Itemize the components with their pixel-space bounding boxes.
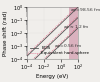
Text: $a_{rp}$=98.56 fm: $a_{rp}$=98.56 fm [70, 6, 100, 15]
Text: $a_{rp}$$\approx$1.2 fm: $a_{rp}$$\approx$1.2 fm [63, 23, 90, 32]
Legend: ECIS, Equivalent hard-sphere: ECIS, Equivalent hard-sphere [29, 45, 90, 56]
Y-axis label: Phase shift (rad): Phase shift (rad) [4, 10, 8, 56]
X-axis label: Energy (eV): Energy (eV) [36, 74, 68, 79]
Text: $a_{rp}$=0.56 fm: $a_{rp}$=0.56 fm [54, 42, 82, 51]
